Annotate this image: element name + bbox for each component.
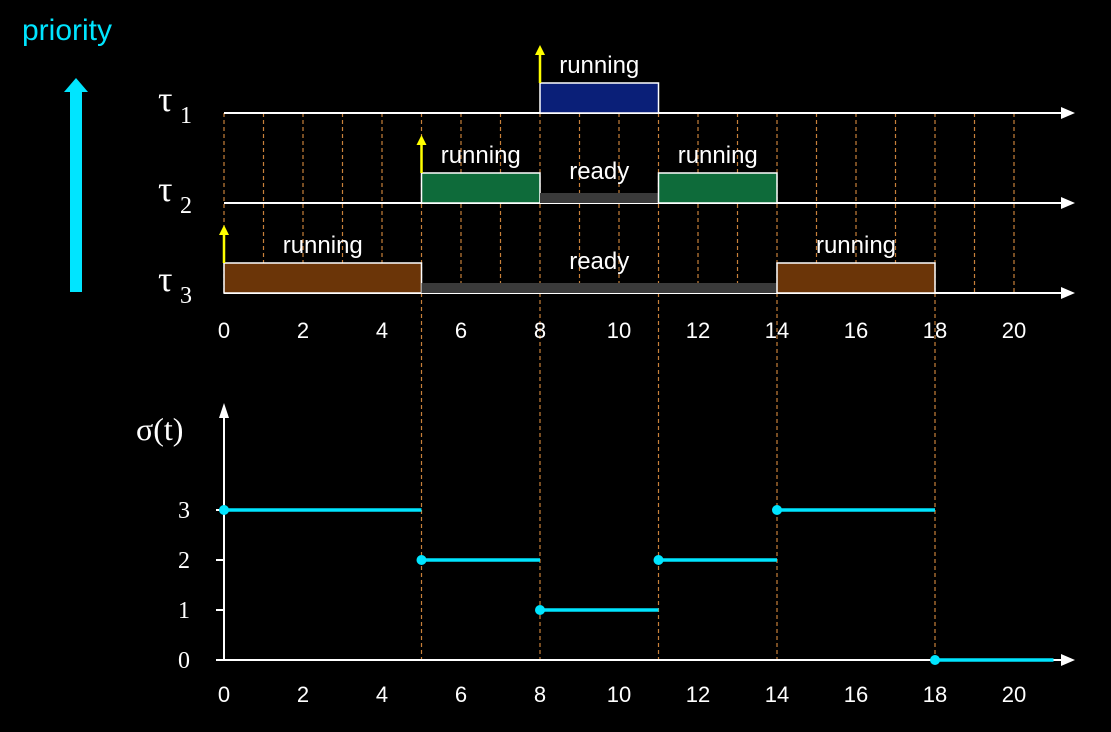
ready-bar (421, 283, 777, 293)
bottom-guides (420, 293, 936, 660)
task-segment-running: running (420, 142, 541, 204)
task-symbol: τ (158, 259, 172, 299)
task-axis-arrowhead (1061, 287, 1075, 299)
task-row-3: τ 3 running ready running (158, 225, 1075, 309)
sigma-y-axis-arrowhead (219, 403, 229, 418)
ready-label: ready (569, 158, 629, 185)
x-tick-label: 14 (765, 682, 789, 707)
sigma-step-point (219, 505, 229, 515)
task-segment-ready: ready (421, 248, 777, 293)
ready-bar (540, 193, 659, 203)
priority-label: priority (22, 14, 112, 47)
time-tick-label: 6 (455, 318, 467, 343)
arrow-tip (219, 225, 229, 235)
running-bar (420, 172, 541, 204)
x-tick-label: 0 (218, 682, 230, 707)
sigma-step-point (653, 555, 664, 565)
time-tick-label: 14 (765, 318, 789, 343)
running-label: running (559, 52, 639, 79)
time-tick-label: 8 (534, 318, 546, 343)
x-tick-label: 18 (923, 682, 947, 707)
x-tick-label: 12 (686, 682, 710, 707)
x-tick-label: 20 (1002, 682, 1026, 707)
task-segment-running: running (657, 142, 778, 204)
y-tick-label: 2 (178, 548, 190, 574)
task-segment-running: running (539, 52, 660, 114)
task-symbol: τ (158, 79, 172, 119)
running-bar (657, 172, 778, 204)
arrow-tip (416, 135, 427, 145)
arrival-arrow-icon (219, 225, 229, 263)
time-tick-label: 2 (297, 318, 309, 343)
running-label: running (283, 232, 363, 259)
time-tick-label: 16 (844, 318, 868, 343)
running-label: running (816, 232, 896, 259)
task-row-2: τ 2 running ready running (158, 135, 1075, 219)
task-index: 1 (180, 103, 192, 129)
x-tick-label: 16 (844, 682, 868, 707)
time-tick-label: 10 (607, 318, 631, 343)
y-tick-label: 1 (178, 598, 190, 624)
ready-label: ready (569, 248, 629, 275)
x-tick-label: 10 (607, 682, 631, 707)
x-tick-label: 4 (376, 682, 388, 707)
priority-arrow-icon (64, 78, 88, 292)
task-index: 2 (180, 193, 192, 219)
sigma-step-point (772, 505, 782, 515)
task-row-1: τ 1 running (158, 45, 1075, 129)
task-segment-running: running (223, 232, 423, 294)
sigma-step-point (535, 605, 545, 615)
sigma-x-axis-arrowhead (1061, 654, 1075, 666)
x-tick-label: 2 (297, 682, 309, 707)
arrow-tip (535, 45, 545, 55)
arrival-arrow-icon (416, 135, 427, 173)
time-tick-label: 0 (218, 318, 230, 343)
task-symbol: τ (158, 169, 172, 209)
x-tick-label: 8 (534, 682, 546, 707)
task-segment-running: running (776, 232, 936, 294)
running-bar (776, 262, 936, 294)
task-axis-arrowhead (1061, 107, 1075, 119)
time-axis: 0 2 4 6 8 10 12 14 16 18 20 (218, 318, 1026, 343)
arrival-arrow-icon (535, 45, 545, 83)
running-bar (223, 262, 423, 294)
time-tick-label: 20 (1002, 318, 1026, 343)
running-label: running (678, 142, 758, 169)
sigma-step-point (930, 655, 940, 665)
task-index: 3 (180, 283, 192, 309)
sigma-step-point (416, 555, 427, 565)
y-tick-label: 3 (178, 498, 190, 524)
sigma-y-label: σ(t) (136, 411, 183, 447)
running-bar (539, 82, 660, 114)
task-axis-arrowhead (1061, 197, 1075, 209)
running-label: running (441, 142, 521, 169)
time-tick-label: 12 (686, 318, 710, 343)
y-tick-label: 0 (178, 648, 190, 674)
time-tick-label: 4 (376, 318, 388, 343)
task-segment-ready: ready (540, 158, 659, 203)
x-tick-label: 6 (455, 682, 467, 707)
time-tick-label: 18 (923, 318, 947, 343)
